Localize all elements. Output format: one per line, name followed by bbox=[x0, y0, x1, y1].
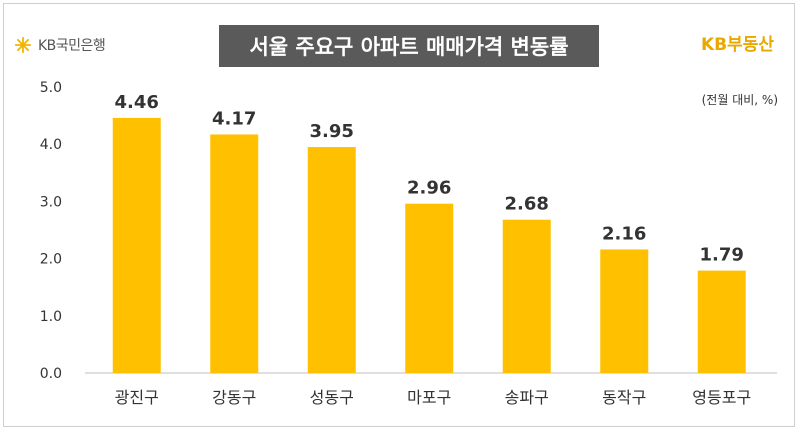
y-tick-label: 4.0 bbox=[40, 137, 62, 153]
kb-logo-text: KB국민은행 bbox=[38, 38, 106, 54]
x-category-label: 마포구 bbox=[407, 388, 451, 407]
bar-3 bbox=[307, 147, 356, 373]
bar-value-label: 4.46 bbox=[115, 92, 159, 113]
bar-value-label: 2.96 bbox=[407, 178, 451, 199]
bar-4 bbox=[405, 203, 454, 373]
y-tick-label: 0.0 bbox=[40, 366, 62, 382]
bar-value-label: 4.17 bbox=[212, 108, 256, 129]
x-category-label: 강동구 bbox=[212, 388, 256, 407]
bar-5 bbox=[502, 219, 551, 373]
bar-value-label: 2.16 bbox=[602, 223, 646, 244]
bar-value-label: 2.68 bbox=[505, 194, 549, 215]
x-category-label: 동작구 bbox=[602, 388, 646, 407]
bar-2 bbox=[210, 134, 259, 373]
unit-note: (전월 대비, %) bbox=[701, 93, 778, 107]
bar-1 bbox=[112, 117, 161, 373]
x-category-label: 성동구 bbox=[310, 388, 354, 407]
y-tick-label: 2.0 bbox=[40, 252, 62, 268]
y-tick-label: 1.0 bbox=[40, 309, 62, 325]
bar-6 bbox=[600, 249, 649, 373]
bar-value-label: 1.79 bbox=[700, 245, 744, 266]
brand-label: KB부동산 bbox=[700, 35, 774, 55]
y-tick-label: 3.0 bbox=[40, 194, 62, 210]
kb-bank-logo: KB국민은행 bbox=[14, 34, 106, 56]
chart-title: 서울 주요구 아파트 매매가격 변동률 bbox=[219, 25, 599, 67]
x-category-label: 영등포구 bbox=[692, 388, 751, 407]
bar-7 bbox=[697, 270, 746, 373]
x-category-label: 광진구 bbox=[115, 388, 159, 407]
kb-star-icon bbox=[14, 36, 32, 54]
bar-value-label: 3.95 bbox=[310, 121, 354, 142]
x-category-label: 송파구 bbox=[505, 388, 549, 407]
y-tick-label: 5.0 bbox=[40, 80, 62, 96]
